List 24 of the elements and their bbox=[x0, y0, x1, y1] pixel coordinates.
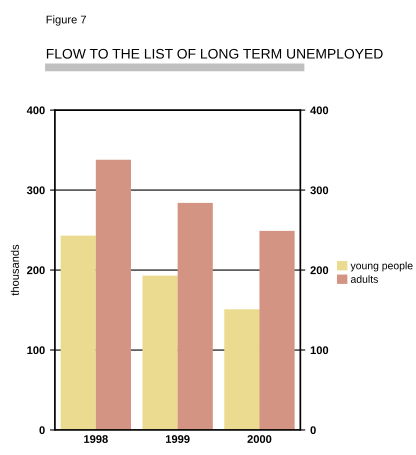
y2-tick-label: 100 bbox=[310, 346, 328, 354]
x-tick-label: 1998 bbox=[84, 435, 108, 443]
y2-tick-label: 300 bbox=[310, 186, 328, 194]
caption: Figure 7 bbox=[46, 15, 86, 26]
x-tick-label: 2000 bbox=[247, 435, 272, 443]
chart-title: FLOW TO THE LIST OF LONG TERM UNEMPLOYED bbox=[46, 48, 383, 59]
x-tick-label: 1999 bbox=[166, 435, 190, 443]
y2-tick-label: 0 bbox=[310, 426, 316, 434]
y2-tick-label: 400 bbox=[310, 106, 328, 114]
bar bbox=[224, 309, 260, 430]
y2-tick-label: 200 bbox=[310, 266, 328, 274]
bar bbox=[142, 276, 178, 430]
y-tick-label: 100 bbox=[27, 346, 45, 354]
legend-label: adults bbox=[350, 275, 378, 283]
bar bbox=[96, 160, 131, 430]
y-tick-label: 200 bbox=[27, 266, 45, 274]
y-axis-title: thousands bbox=[10, 244, 19, 296]
bar bbox=[178, 202, 213, 430]
y-tick-label: 400 bbox=[26, 106, 45, 114]
y-tick-label: 0 bbox=[39, 426, 45, 434]
y-tick-label: 300 bbox=[26, 186, 45, 194]
legend-label: young people bbox=[350, 262, 413, 272]
bar bbox=[60, 236, 96, 430]
bar bbox=[259, 230, 295, 430]
